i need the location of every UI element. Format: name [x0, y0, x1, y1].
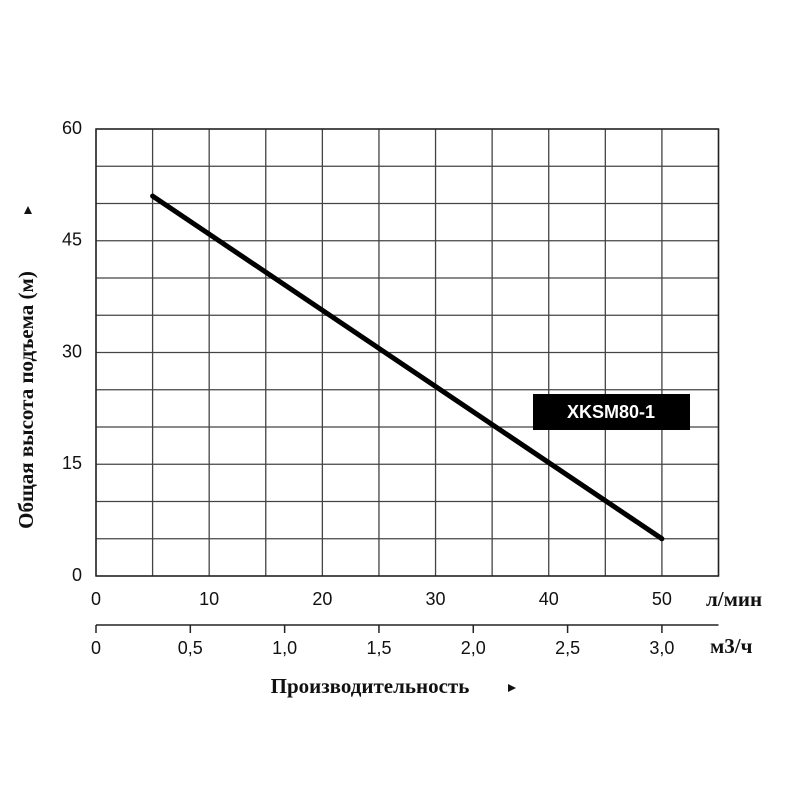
x2-tick-label: 3,0	[649, 638, 674, 658]
y-tick-label: 0	[72, 565, 82, 585]
x-tick-label: 0	[91, 589, 101, 609]
x-unit: л/мин	[706, 587, 762, 611]
x2-tick-label: 1,0	[272, 638, 297, 658]
x2-tick-label: 0	[91, 638, 101, 658]
plot-frame	[95, 128, 720, 577]
series-label: XKSM80-1	[567, 402, 655, 422]
x-arrow	[508, 684, 516, 692]
x2-tick-label: 2,0	[461, 638, 486, 658]
x-axis-label: Производительность	[271, 674, 470, 698]
x-tick-label: 20	[312, 589, 332, 609]
y-tick-label: 15	[62, 453, 82, 473]
y-tick-label: 30	[62, 341, 82, 361]
x-tick-label: 10	[199, 589, 219, 609]
y-tick-label: 60	[62, 118, 82, 138]
x2-tick-label: 0,5	[178, 638, 203, 658]
y-tick-label: 45	[62, 230, 82, 250]
x2-tick-label: 2,5	[555, 638, 580, 658]
x-tick-label: 30	[426, 589, 446, 609]
series-label-box	[533, 394, 690, 430]
x2-unit: м3/ч	[710, 634, 753, 658]
y-axis-label: Общая высота подъема (м)	[14, 271, 38, 529]
x-tick-label: 50	[652, 589, 672, 609]
x2-tick-label: 1,5	[366, 638, 391, 658]
y-arrow	[24, 206, 32, 214]
line	[150, 193, 665, 542]
x-tick-label: 40	[539, 589, 559, 609]
